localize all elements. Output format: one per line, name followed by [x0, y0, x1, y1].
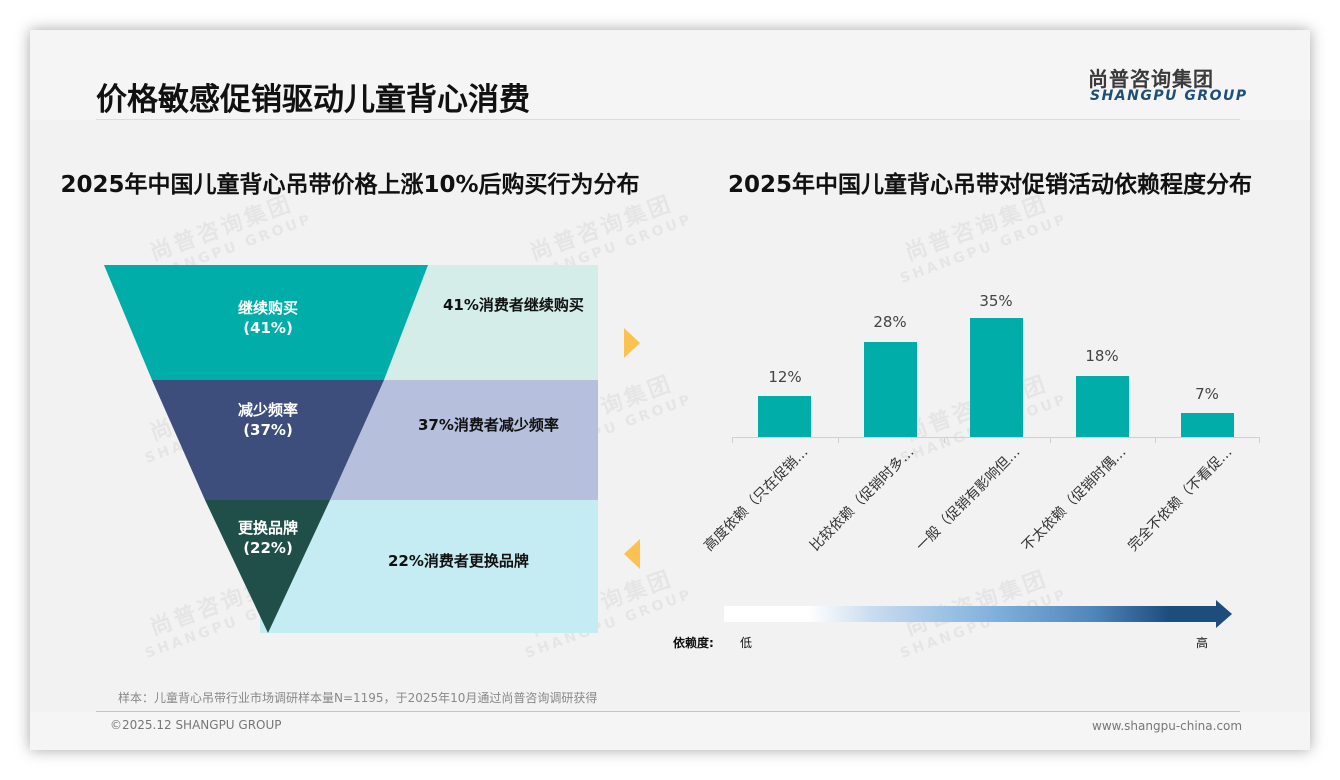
bar-value: 18% — [1085, 347, 1119, 365]
bar-value: 12% — [768, 368, 802, 386]
axis-tick — [1259, 437, 1260, 443]
bar-high-dependence — [758, 396, 811, 437]
funnel-segment-1-label: 继续购买 (41%) — [237, 299, 298, 337]
axis-tick — [838, 437, 839, 443]
funnel-segment-1 — [104, 265, 428, 380]
funnel-band-2-desc: 37%消费者减少频率 — [418, 416, 559, 434]
bar-not-dependent — [1181, 413, 1234, 437]
legend-high: 高 — [1196, 636, 1209, 650]
copyright: ©2025.12 SHANGPU GROUP — [110, 718, 282, 732]
logo-cn: 尚普咨询集团 — [1088, 67, 1214, 91]
bar-value: 28% — [873, 313, 907, 331]
bar-value: 7% — [1195, 385, 1219, 403]
funnel-band-1-desc: 41%消费者继续购买 — [443, 296, 584, 314]
funnel-segment-2-label: 减少频率 (37%) — [237, 401, 298, 439]
legend-label: 依赖度: — [673, 636, 714, 650]
arrow-right-icon — [624, 328, 640, 358]
footer-band — [30, 712, 1310, 750]
header-band — [30, 30, 1310, 120]
axis-tick — [944, 437, 945, 443]
funnel-band-3-desc: 22%消费者更换品牌 — [388, 552, 529, 570]
sample-note: 样本：儿童背心吊带行业市场调研样本量N=1195，于2025年10月通过尚普咨询… — [118, 691, 598, 705]
axis-tick — [1155, 437, 1156, 443]
title-divider — [96, 119, 1240, 120]
funnel-segment-2 — [152, 380, 384, 500]
arrow-left-icon — [624, 539, 640, 569]
slide: 价格敏感促销驱动儿童背心消费 尚普咨询集团 SHANGPU GROUP 尚普咨询… — [30, 30, 1310, 750]
funnel-segment-3-label: 更换品牌 (22%) — [237, 519, 298, 557]
bar-chart-title: 2025年中国儿童背心吊带对促销活动依赖程度分布 — [727, 172, 1252, 198]
axis-tick — [732, 437, 733, 443]
funnel-chart — [104, 265, 598, 633]
bar-value: 35% — [979, 292, 1013, 310]
bar-not-very-dependent — [1076, 376, 1129, 437]
website-link[interactable]: www.shangpu-china.com — [1092, 719, 1243, 733]
footer-divider — [96, 711, 1240, 712]
axis-tick — [1050, 437, 1051, 443]
bar-neutral — [970, 318, 1023, 437]
page-title: 价格敏感促销驱动儿童背心消费 — [96, 82, 530, 118]
logo-en: SHANGPU GROUP — [1090, 88, 1248, 104]
legend-low: 低 — [740, 636, 753, 650]
arrow-head-icon — [1216, 600, 1232, 628]
x-axis — [732, 437, 1260, 438]
dependency-gradient-bar — [724, 606, 1218, 622]
funnel-chart-title: 2025年中国儿童背心吊带价格上涨10%后购买行为分布 — [60, 172, 640, 198]
funnel-segment-3 — [205, 500, 330, 633]
bar-fairly-dependent — [864, 342, 917, 437]
